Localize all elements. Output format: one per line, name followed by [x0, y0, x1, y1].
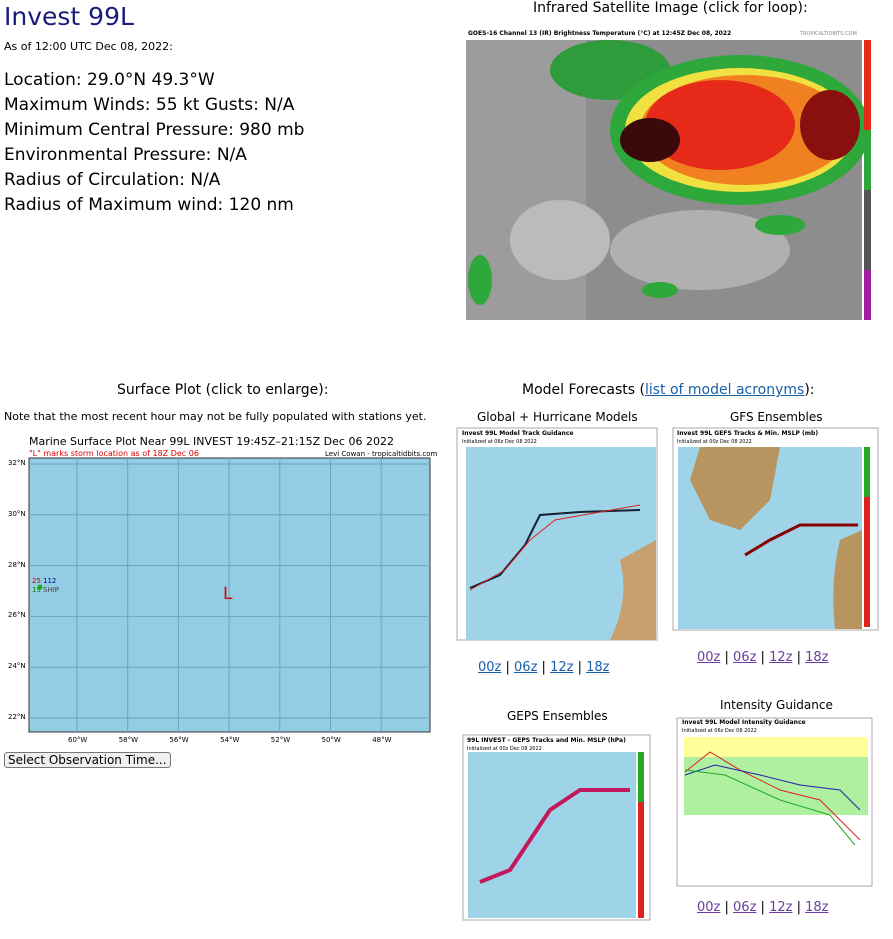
image-title: Invest 99L Model Intensity Guidance	[682, 719, 806, 726]
info-line: Location: 29.0°N 49.3°W	[4, 70, 215, 90]
run-links: 00z | 06z | 12z | 18z	[697, 900, 828, 915]
lon-label: 50°W	[321, 736, 341, 744]
panel-title: Global + Hurricane Models	[477, 410, 638, 424]
separator: |	[756, 650, 770, 665]
gefs-image[interactable]	[672, 427, 879, 631]
image-title: 99L INVEST - GEPS Tracks and Min. MSLP (…	[467, 737, 626, 744]
separator: |	[756, 900, 770, 915]
image-init: Initialized at 00z Dec 08 2022	[677, 439, 752, 445]
run-link[interactable]: 06z	[733, 650, 757, 665]
run-link[interactable]: 06z	[514, 660, 538, 675]
image-title: GOES-16 Channel 13 (IR) Brightness Tempe…	[468, 30, 732, 37]
lon-label: 58°W	[118, 736, 139, 744]
run-links: 00z | 06z | 12z | 18z	[478, 660, 609, 675]
panel-title: GFS Ensembles	[730, 410, 823, 424]
image-credit: TROPICALTIDBITS.COM	[800, 31, 857, 37]
run-link[interactable]: 12z	[769, 650, 793, 665]
image-title: Invest 99L GEFS Tracks & Min. MSLP (mb)	[677, 430, 819, 437]
satellite-image[interactable]	[453, 28, 878, 330]
plot-title: Marine Surface Plot Near 99L INVEST 19:4…	[29, 435, 394, 448]
lat-label: 30°N	[8, 509, 26, 518]
intensity-image[interactable]	[676, 717, 873, 887]
info-line: Radius of Circulation: N/A	[4, 170, 221, 190]
separator: |	[792, 900, 806, 915]
heading-text: Model Forecasts (	[522, 382, 645, 398]
select-time[interactable]: Select Observation Time...	[4, 752, 171, 768]
title: Invest 99L	[4, 2, 134, 31]
info-line: Environmental Pressure: N/A	[4, 145, 247, 165]
station-temp: 25	[32, 577, 41, 585]
lon-label: 56°W	[169, 736, 189, 744]
plot-subtitle: "L" marks storm location as of 18Z Dec 0…	[29, 449, 199, 458]
separator: |	[720, 900, 734, 915]
surface-plot[interactable]	[28, 457, 431, 733]
separator: |	[501, 660, 515, 675]
section-heading: Model Forecasts (list of model acronyms)…	[522, 382, 815, 398]
info-line: Maximum Winds: 55 kt Gusts: N/A	[4, 95, 295, 115]
station-marker	[37, 584, 43, 590]
info-line: Radius of Maximum wind: 120 nm	[4, 195, 294, 215]
run-link[interactable]: 00z	[697, 900, 721, 915]
lat-label: 28°N	[8, 560, 26, 569]
lon-label: 52°W	[270, 736, 291, 744]
image-init: Initialized at 00z Dec 08 2022	[467, 746, 542, 752]
run-link[interactable]: 06z	[733, 900, 757, 915]
run-link[interactable]: 00z	[697, 650, 721, 665]
note: Note that the most recent hour may not b…	[4, 410, 427, 423]
model-track-image[interactable]	[456, 427, 658, 641]
as-of: As of 12:00 UTC Dec 08, 2022:	[4, 40, 173, 53]
run-link[interactable]: 12z	[769, 900, 793, 915]
image-title: Invest 99L Model Track Guidance	[462, 430, 574, 437]
station-id: SHIP	[43, 586, 59, 594]
separator: |	[720, 650, 734, 665]
heading-text: ):	[804, 382, 815, 398]
run-links: 00z | 06z | 12z | 18z	[697, 650, 828, 665]
lat-label: 32°N	[8, 459, 26, 467]
lon-label: 48°W	[372, 736, 392, 744]
station-dewpoint: 19	[32, 586, 41, 594]
panel-title: Intensity Guidance	[720, 698, 833, 712]
section-heading: Surface Plot (click to enlarge):	[117, 382, 329, 398]
info-line: Minimum Central Pressure: 980 mb	[4, 120, 305, 140]
separator: |	[573, 660, 587, 675]
lat-label: 24°N	[8, 662, 26, 671]
lon-label: 60°W	[68, 736, 88, 744]
lat-label: 26°N	[8, 611, 26, 620]
lon-label: 54°W	[220, 736, 240, 744]
image-init: Initialized at 06z Dec 08 2022	[682, 728, 757, 734]
plot-credit: Levi Cowan - tropicaltidbits.com	[325, 450, 438, 458]
run-link[interactable]: 18z	[805, 900, 829, 915]
geps-image[interactable]	[462, 734, 651, 921]
station-pressure: 112	[43, 577, 57, 585]
panel-title: GEPS Ensembles	[507, 709, 608, 723]
lat-label: 22°N	[8, 713, 26, 721]
separator: |	[792, 650, 806, 665]
run-link[interactable]: 18z	[805, 650, 829, 665]
section-heading: Infrared Satellite Image (click for loop…	[533, 0, 808, 16]
image-init: Initialized at 06z Dec 08 2022	[462, 439, 537, 445]
run-link[interactable]: 00z	[478, 660, 502, 675]
separator: |	[537, 660, 551, 675]
acronyms-link[interactable]: list of model acronyms	[644, 382, 805, 398]
run-link[interactable]: 12z	[550, 660, 574, 675]
run-link[interactable]: 18z	[586, 660, 610, 675]
storm-marker: L	[223, 584, 233, 604]
